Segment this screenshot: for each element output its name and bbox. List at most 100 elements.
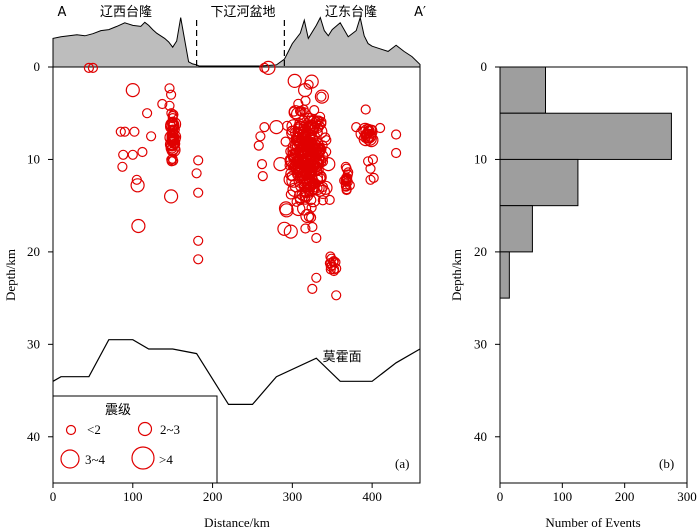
depth-section-panel: 0 100 200 300 400 0 10 20 30 40 莫霍面 震级 <2 2~3 3~… [3,59,421,530]
earthquake-event-55 [391,129,402,140]
earthquake-event-63 [287,73,302,89]
section-x-tick-label: 0 [50,489,57,504]
histogram-y-ticks: 0 10 20 30 40 [474,59,500,444]
section-x-axis-label: Distance/km [204,515,270,530]
earthquake-event-52 [365,163,376,174]
earthquake-event-18 [164,100,175,111]
histogram-y-tick-label: 10 [474,151,487,166]
earthquake-event-410 [293,156,304,167]
earthquake-event-32 [257,171,268,182]
legend-marker-gt4 [131,446,155,470]
earthquake-event-272 [318,180,333,195]
section-y-tick-label: 20 [27,244,40,259]
earthquake-event-138 [300,223,311,234]
earthquake-event-456 [324,258,335,269]
earthquake-event-89 [168,109,179,120]
panel-a-label: (a) [395,456,409,471]
earthquake-event-348 [316,91,327,102]
moho-line [52,339,421,405]
earthquake-event-324 [286,119,301,134]
histogram-x-axis-label: Number of Events [545,515,640,530]
earthquake-event-22 [191,168,202,179]
section-y-axis-label: Depth/km [3,249,18,301]
earthquake-event-21 [193,155,204,166]
legend-label-lt2: <2 [87,422,101,437]
topography-panel: A A′ 辽西台隆 下辽河盆地 辽东台隆 [52,5,426,68]
earthquake-event-391 [280,136,291,147]
earthquake-event-113 [166,133,177,144]
histogram-y-tick-label: 0 [481,59,488,74]
section-x-tick-label: 300 [283,489,303,504]
earthquake-event-0 [83,62,95,74]
legend-box [52,395,218,484]
profile-start-label: A [58,5,67,20]
earthquake-event-23 [193,187,204,198]
histogram-y-axis-label: Depth/km [449,249,464,301]
earthquake-event-11 [117,161,128,172]
earthquake-event-409 [305,121,320,136]
earthquake-event-411 [302,141,313,152]
section-y-tick-label: 10 [27,151,40,166]
earthquake-event-286 [300,95,311,106]
earthquake-event-53 [365,174,376,185]
magnitude-legend: 震级 <2 2~3 3~4 >4 [52,395,218,484]
earthquake-event-323 [304,182,319,197]
earthquake-event-25 [193,254,204,265]
earthquake-event-390 [315,173,326,184]
earthquake-event-16 [164,83,175,94]
earthquake-event-394 [308,114,319,125]
histogram-bar-10-15km [499,158,579,207]
earthquake-event-401 [302,149,313,160]
panel-b-label: (b) [659,456,674,471]
earthquake-event-10 [127,149,138,160]
histogram-bar-5-10km [499,112,672,160]
earthquake-event-116 [166,130,177,141]
earthquake-event-17 [166,89,177,100]
earthquake-event-43 [311,232,322,244]
earthquake-event-370 [293,121,308,136]
earthquake-event-38 [307,283,318,294]
earthquake-event-62 [314,89,329,104]
earthquake-event-397 [309,131,320,142]
earthquake-event-342 [291,201,306,217]
earthquake-event-35 [283,224,298,239]
earthquake-event-37 [311,272,322,283]
section-x-tick-label: 400 [362,489,382,504]
depth-histogram-panel: 0 100 200 300 0 10 20 30 40 (b) Number of Event… [449,59,697,530]
region-boundaries [196,20,285,67]
earthquake-event-368 [304,74,319,89]
earthquake-event-4 [115,126,126,137]
earthquake-event-15 [164,189,179,204]
earthquake-event-30 [253,140,264,151]
earthquake-event-380 [286,170,297,181]
earthquake-event-110 [166,154,177,165]
earthquake-event-34 [277,221,292,236]
earthquake-event-376 [309,121,321,132]
earthquake-event-64 [298,82,313,98]
section-y-ticks: 0 10 20 30 40 [27,59,53,444]
legend-label-3to4: 3~4 [85,452,106,467]
earthquake-event-415 [300,187,311,198]
earthquake-event-6 [129,126,140,137]
earthquake-event-398 [298,152,313,167]
earthquake-event-434 [364,133,379,148]
earthquake-event-7 [146,131,157,142]
earthquake-event-458 [330,257,341,268]
earthquake-event-24 [193,235,204,246]
profile-end-label: A′ [414,5,426,20]
earthquake-event-431 [362,131,377,146]
earthquake-event-51 [367,154,378,165]
earthquake-event-407 [296,140,307,152]
earthquake-event-270 [315,111,326,122]
earthquake-event-27 [259,62,270,74]
legend-marker-3to4 [60,449,80,469]
histogram-x-ticks: 0 100 200 300 [497,483,697,504]
earthquake-event-115 [167,116,178,127]
earthquake-event-447 [340,175,351,186]
earthquake-event-412 [303,176,314,187]
earthquake-event-54 [368,172,379,183]
legend-marker-lt2 [65,424,77,436]
earthquake-event-399 [291,132,302,143]
histogram-y-tick-label: 30 [474,336,487,351]
